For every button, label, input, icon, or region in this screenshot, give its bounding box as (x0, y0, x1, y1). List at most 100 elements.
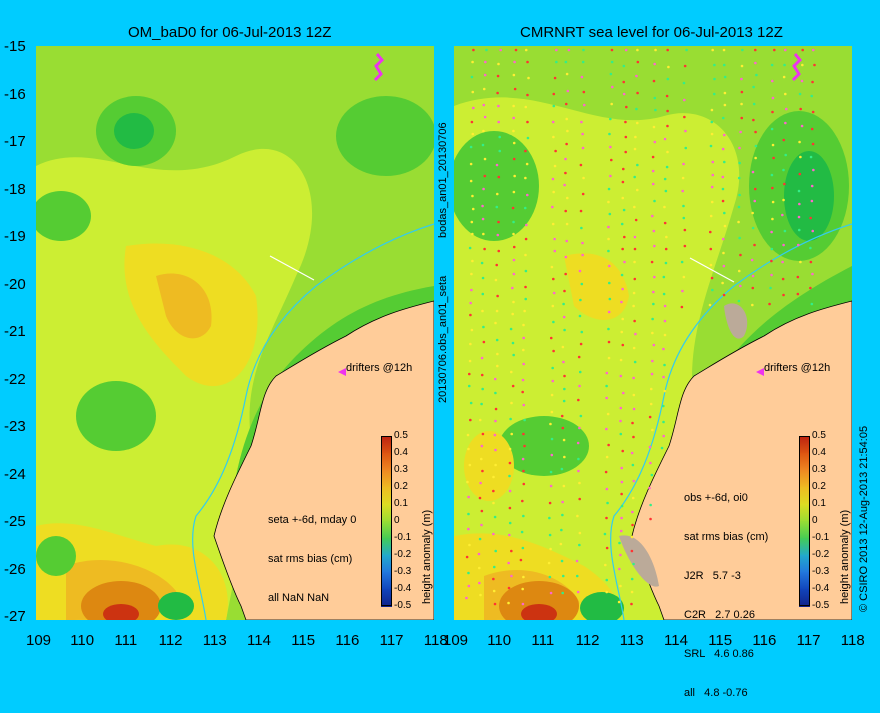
observation-dot (479, 481, 482, 485)
observation-dot (524, 297, 528, 301)
observation-dot (496, 352, 499, 356)
observation-dot (522, 575, 525, 579)
observation-dot (470, 288, 473, 292)
observation-dot (621, 247, 624, 251)
observation-dot (523, 206, 527, 210)
y-tick-label: -19 (4, 228, 26, 245)
y-tick-label: -20 (4, 275, 26, 293)
observation-dot (632, 393, 636, 397)
observation-dot (468, 246, 472, 250)
observation-dot (784, 153, 787, 157)
right-map (454, 46, 852, 620)
observation-dot (740, 90, 744, 94)
observation-dot (666, 150, 669, 154)
observation-dot (607, 443, 610, 447)
observation-dot (773, 48, 776, 52)
observation-dot (521, 378, 525, 382)
observation-dot (651, 331, 654, 335)
observation-dot (554, 149, 557, 153)
observation-dot (496, 233, 500, 237)
observation-dot (753, 199, 757, 203)
observation-dot (479, 593, 482, 597)
right-info-line: SRL 4.6 0.86 (684, 648, 754, 660)
observation-dot (565, 142, 568, 146)
observation-dot (634, 218, 638, 222)
observation-dot (651, 155, 655, 159)
observation-dot (620, 466, 623, 470)
colorbar-segment (799, 555, 810, 573)
observation-dot (633, 175, 636, 179)
observation-dot (632, 479, 636, 483)
observation-dot (560, 467, 564, 471)
observation-dot (751, 170, 755, 174)
colorbar-segment (381, 436, 392, 454)
observation-dot (621, 391, 625, 395)
observation-dot (651, 428, 654, 432)
observation-dot (783, 182, 786, 186)
y-tick-label: -16 (4, 85, 26, 103)
observation-dot (605, 427, 608, 431)
observation-dot (469, 145, 473, 149)
observation-dot (481, 432, 485, 436)
observation-dot (493, 515, 497, 519)
observation-dot (609, 145, 612, 149)
colorbar-tick-label: 0.1 (812, 498, 826, 509)
observation-dot (738, 161, 741, 165)
observation-dot (636, 91, 639, 95)
observation-dot (492, 565, 496, 569)
observation-dot (632, 435, 635, 439)
observation-dot (662, 404, 665, 408)
observation-dot (551, 120, 555, 124)
observation-dot (683, 228, 687, 232)
colorbar-tick-label: -0.2 (812, 549, 830, 560)
observation-dot (576, 514, 579, 518)
right-drifters-label: drifters @12h (764, 362, 831, 374)
observation-dot (784, 121, 787, 125)
observation-dot (480, 261, 484, 265)
observation-dot (606, 501, 609, 505)
observation-dot (513, 174, 516, 178)
observation-dot (683, 115, 686, 119)
observation-dot (723, 91, 727, 95)
observation-dot (468, 543, 471, 547)
observation-dot (770, 247, 774, 251)
observation-dot (575, 559, 579, 563)
observation-dot (526, 120, 529, 124)
observation-dot (723, 103, 727, 107)
observation-dot (471, 207, 475, 211)
observation-dot (632, 291, 636, 295)
observation-dot (623, 260, 626, 264)
observation-dot (578, 426, 581, 430)
observation-dot (606, 412, 610, 416)
observation-dot (610, 102, 613, 106)
x-tick-label: 116 (752, 632, 777, 649)
observation-dot (480, 373, 484, 377)
x-tick-label: 110 (487, 632, 512, 649)
colorbar-segment (381, 487, 392, 505)
colorbar-tick-label: 0 (394, 515, 400, 526)
y-tick-label: -18 (4, 180, 26, 198)
observation-dot (652, 343, 656, 347)
observation-dot (680, 260, 684, 264)
observation-dot (481, 217, 485, 221)
observation-dot (608, 212, 612, 216)
observation-dot (483, 247, 486, 251)
observation-dot (635, 74, 638, 78)
observation-dot (796, 292, 800, 296)
observation-dot (469, 418, 472, 422)
observation-dot (512, 300, 515, 304)
observation-dot (548, 533, 552, 537)
x-tick-label: 111 (114, 632, 138, 649)
observation-dot (512, 104, 515, 108)
observation-dot (624, 48, 628, 52)
observation-dot (648, 415, 652, 419)
observation-dot (465, 555, 469, 559)
observation-dot (650, 372, 654, 376)
observation-dot (579, 209, 583, 213)
observation-dot (470, 272, 473, 276)
observation-dot (496, 74, 500, 78)
right-info-line: J2R 5.7 -3 (684, 570, 741, 582)
observation-dot (738, 236, 741, 240)
observation-dot (468, 463, 472, 467)
observation-dot (665, 235, 668, 239)
